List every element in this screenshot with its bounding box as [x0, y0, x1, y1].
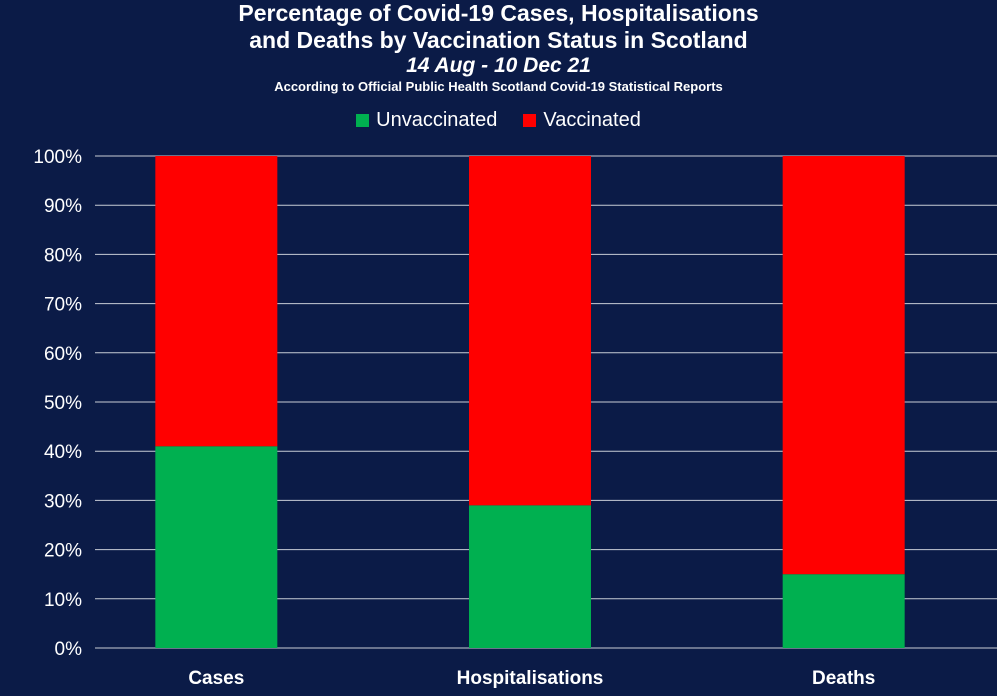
bar-unvaccinated-deaths [782, 574, 905, 648]
y-tick-label: 100% [33, 147, 82, 168]
y-tick-label: 80% [44, 245, 82, 266]
y-tick-label: 10% [44, 590, 82, 611]
bar-vaccinated-hospitalisations [469, 156, 591, 506]
y-tick-label: 0% [55, 639, 83, 660]
legend-item-unvaccinated: Unvaccinated [356, 109, 497, 132]
legend-swatch-vaccinated [523, 114, 537, 127]
y-tick-label: 30% [44, 491, 82, 512]
bar-unvaccinated-hospitalisations [469, 505, 591, 648]
legend-item-vaccinated: Vaccinated [523, 109, 641, 132]
y-tick-label: 70% [44, 295, 82, 316]
legend-label-unvaccinated: Unvaccinated [376, 109, 498, 131]
legend-label-vaccinated: Vaccinated [543, 109, 641, 131]
bar-vaccinated-deaths [782, 156, 905, 575]
x-tick-label: Cases [188, 668, 244, 689]
chart-source: According to Official Public Health Scot… [274, 79, 723, 94]
bar-unvaccinated-cases [155, 446, 278, 648]
x-tick-label: Hospitalisations [457, 668, 604, 689]
y-tick-label: 20% [44, 541, 82, 562]
chart-title-line-2: and Deaths by Vaccination Status in Scot… [249, 27, 748, 53]
y-tick-label: 40% [44, 442, 82, 463]
y-tick-label: 50% [44, 393, 82, 414]
chart-subtitle: 14 Aug - 10 Dec 21 [406, 54, 591, 77]
legend-swatch-unvaccinated [356, 114, 370, 127]
chart-title-line-1: Percentage of Covid-19 Cases, Hospitalis… [238, 0, 759, 26]
bar-vaccinated-cases [155, 156, 278, 447]
y-tick-label: 90% [44, 196, 82, 217]
x-tick-label: Deaths [812, 668, 875, 689]
legend: Unvaccinated Vaccinated [0, 109, 997, 132]
y-tick-label: 60% [44, 344, 82, 365]
